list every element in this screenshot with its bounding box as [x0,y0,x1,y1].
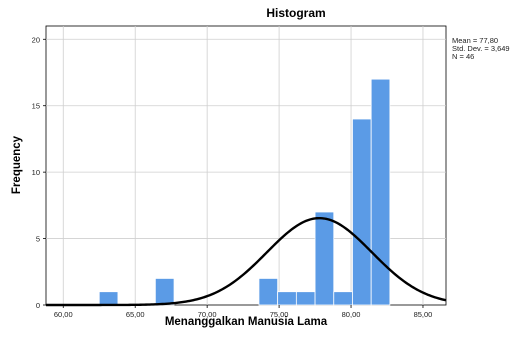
stats-n: N = 46 [452,52,474,61]
histogram-bar-1 [154,278,175,306]
histogram-bar-0 [98,291,119,306]
stats-std-dev: Std. Dev. = 3,649 [452,44,510,53]
histogram-bar-6 [333,291,353,306]
histogram-bar-4 [295,291,316,306]
x-tick-label-3: 75,00 [270,310,289,319]
histogram-bar-8 [370,78,391,306]
y-tick-label-2: 10 [32,168,40,177]
y-axis-label: Frequency [11,135,23,194]
stats-box: Mean = 77,80 Std. Dev. = 3,649 N = 46 [452,36,510,61]
x-tick-label-5: 85,00 [414,310,433,319]
x-axis-label: Menanggalkan Manusia Lama [165,316,328,328]
histogram-bar-5 [314,211,335,306]
normal-curve [46,216,447,307]
x-axis-ticks: 60,00 65,00 70,00 75,00 80,00 85,00 [54,305,432,319]
y-axis-ticks: 0 5 10 15 20 [32,35,46,310]
x-tick-label-4: 80,00 [342,310,361,319]
stats-mean: Mean = 77,80 [452,36,498,45]
x-tick-label-2: 70,00 [198,310,217,319]
y-tick-label-0: 0 [36,301,40,310]
x-tick-label-0: 60,00 [54,310,73,319]
plot-area [45,25,447,307]
chart-title: Histogram [266,6,325,20]
y-tick-label-4: 20 [32,35,40,44]
y-tick-label-1: 5 [36,235,40,244]
x-tick-label-1: 65,00 [126,310,145,319]
bars [98,78,391,306]
histogram-bar-7 [352,118,372,306]
histogram-bar-3 [277,291,297,306]
y-tick-label-3: 15 [32,102,40,111]
histogram-bar-2 [258,278,279,306]
